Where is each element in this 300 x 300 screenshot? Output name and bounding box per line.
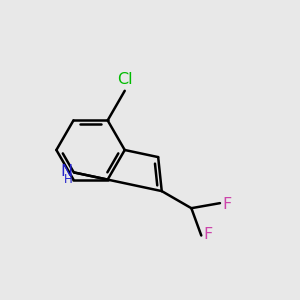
Text: H: H <box>64 173 73 186</box>
Text: F: F <box>222 197 232 212</box>
Text: Cl: Cl <box>117 72 133 87</box>
Text: F: F <box>204 226 213 242</box>
Text: N: N <box>61 164 73 178</box>
